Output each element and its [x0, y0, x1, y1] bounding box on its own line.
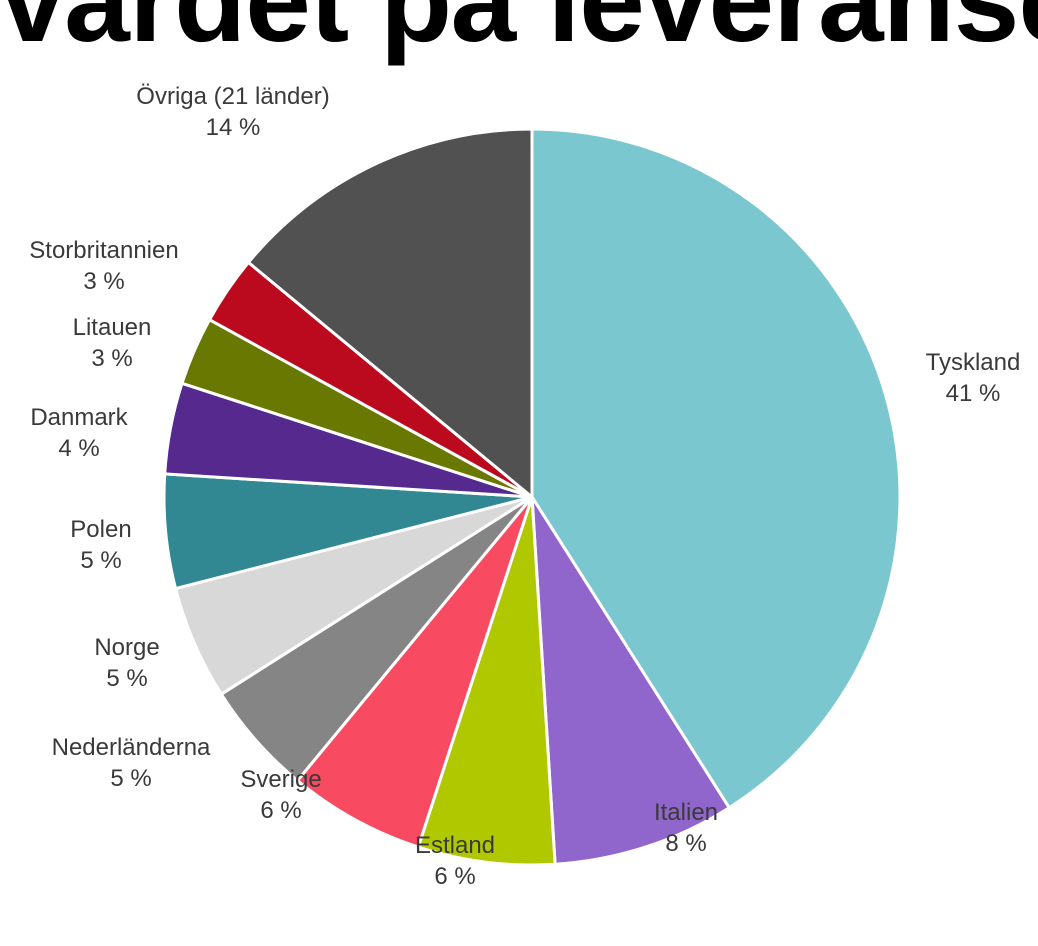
- label-name: Polen: [70, 516, 131, 543]
- label-name: Danmark: [30, 404, 128, 431]
- label-danmark: Danmark 4 %: [30, 404, 128, 462]
- label-value: 5 %: [106, 665, 147, 692]
- label-sverige: Sverige 6 %: [240, 766, 321, 824]
- label-nederlanderna: Nederländerna 5 %: [52, 734, 211, 792]
- label-value: 6 %: [260, 797, 301, 824]
- chart-title: värdet på leveranse: [0, 0, 1038, 67]
- label-name: Storbritannien: [29, 237, 178, 264]
- label-norge: Norge 5 %: [94, 634, 159, 692]
- label-name: Sverige: [240, 766, 321, 793]
- label-name: Övriga (21 länder): [136, 83, 329, 110]
- label-polen: Polen 5 %: [70, 516, 131, 574]
- label-value: 5 %: [110, 765, 151, 792]
- label-tyskland: Tyskland 41 %: [926, 349, 1021, 407]
- label-value: 4 %: [58, 435, 99, 462]
- label-italien: Italien 8 %: [654, 799, 718, 857]
- label-value: 14 %: [206, 114, 261, 141]
- slice-estland: [416, 495, 557, 867]
- label-value: 3 %: [91, 345, 132, 372]
- label-value: 5 %: [80, 547, 121, 574]
- label-value: 41 %: [946, 380, 1001, 407]
- label-name: Tyskland: [926, 349, 1021, 376]
- label-value: 6 %: [434, 863, 475, 890]
- pie-labels: Tyskland 41 % Italien 8 % Estland 6 % Sverige 6…: [29, 83, 1020, 890]
- label-name: Italien: [654, 799, 718, 826]
- label-name: Norge: [94, 634, 159, 661]
- slice-ovriga-21-lander: [246, 127, 534, 499]
- label-value: 3 %: [83, 268, 124, 295]
- label-storbritannien: Storbritannien 3 %: [29, 237, 178, 295]
- label-value: 8 %: [665, 830, 706, 857]
- label-name: Nederländerna: [52, 734, 211, 761]
- slice-tyskland: [530, 127, 902, 810]
- label-litauen: Litauen 3 %: [73, 314, 152, 372]
- slice-sverige: [295, 495, 534, 849]
- label-estland: Estland 6 %: [415, 832, 495, 890]
- label-name: Litauen: [73, 314, 152, 341]
- label-name: Estland: [415, 832, 495, 859]
- pie-slices: [162, 127, 902, 867]
- label-ovriga-21-lander: Övriga (21 länder) 14 %: [136, 83, 329, 141]
- slice-italien: [530, 495, 731, 866]
